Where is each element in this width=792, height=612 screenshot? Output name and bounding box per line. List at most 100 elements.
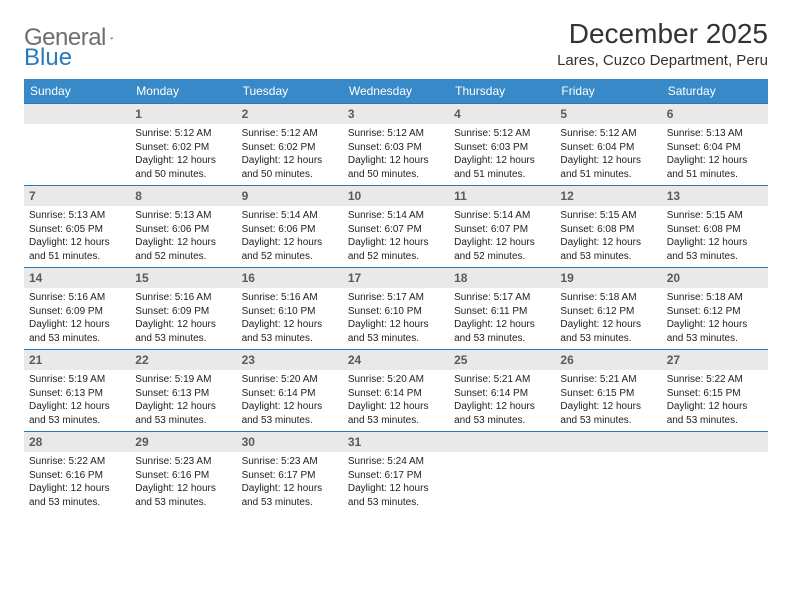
day-number: 22 — [130, 349, 236, 370]
day-number: 5 — [555, 103, 661, 124]
calendar-day-cell — [555, 431, 661, 513]
calendar-day-cell: 5Sunrise: 5:12 AMSunset: 6:04 PMDaylight… — [555, 103, 661, 185]
day-number: 27 — [662, 349, 768, 370]
day-detail: Sunrise: 5:21 AMSunset: 6:15 PMDaylight:… — [555, 370, 661, 431]
calendar-day-cell: 21Sunrise: 5:19 AMSunset: 6:13 PMDayligh… — [24, 349, 130, 431]
day-detail: Sunrise: 5:14 AMSunset: 6:06 PMDaylight:… — [237, 206, 343, 267]
day-number: 3 — [343, 103, 449, 124]
weekday-header: Tuesday — [237, 79, 343, 103]
day-detail: Sunrise: 5:16 AMSunset: 6:09 PMDaylight:… — [24, 288, 130, 349]
day-detail: Sunrise: 5:14 AMSunset: 6:07 PMDaylight:… — [343, 206, 449, 267]
header: General December 2025 Lares, Cuzco Depar… — [24, 18, 768, 69]
day-detail: Sunrise: 5:12 AMSunset: 6:02 PMDaylight:… — [237, 124, 343, 185]
day-number: 7 — [24, 185, 130, 206]
day-number: 15 — [130, 267, 236, 288]
calendar-body: 1Sunrise: 5:12 AMSunset: 6:02 PMDaylight… — [24, 103, 768, 513]
day-number: 10 — [343, 185, 449, 206]
calendar-day-cell: 4Sunrise: 5:12 AMSunset: 6:03 PMDaylight… — [449, 103, 555, 185]
header-right: December 2025 Lares, Cuzco Department, P… — [557, 18, 768, 69]
day-detail: Sunrise: 5:22 AMSunset: 6:16 PMDaylight:… — [24, 452, 130, 513]
day-detail: Sunrise: 5:16 AMSunset: 6:09 PMDaylight:… — [130, 288, 236, 349]
day-detail: Sunrise: 5:24 AMSunset: 6:17 PMDaylight:… — [343, 452, 449, 513]
weekday-row: SundayMondayTuesdayWednesdayThursdayFrid… — [24, 79, 768, 103]
day-detail: Sunrise: 5:15 AMSunset: 6:08 PMDaylight:… — [662, 206, 768, 267]
calendar-week-row: 7Sunrise: 5:13 AMSunset: 6:05 PMDaylight… — [24, 185, 768, 267]
day-detail: Sunrise: 5:20 AMSunset: 6:14 PMDaylight:… — [343, 370, 449, 431]
weekday-header: Sunday — [24, 79, 130, 103]
day-number: 30 — [237, 431, 343, 452]
weekday-header: Saturday — [662, 79, 768, 103]
calendar-table: SundayMondayTuesdayWednesdayThursdayFrid… — [24, 79, 768, 513]
calendar-day-cell: 13Sunrise: 5:15 AMSunset: 6:08 PMDayligh… — [662, 185, 768, 267]
day-number: 4 — [449, 103, 555, 124]
day-detail: Sunrise: 5:18 AMSunset: 6:12 PMDaylight:… — [662, 288, 768, 349]
calendar-day-cell: 15Sunrise: 5:16 AMSunset: 6:09 PMDayligh… — [130, 267, 236, 349]
calendar-page: General December 2025 Lares, Cuzco Depar… — [0, 0, 792, 531]
calendar-day-cell: 14Sunrise: 5:16 AMSunset: 6:09 PMDayligh… — [24, 267, 130, 349]
day-detail: Sunrise: 5:12 AMSunset: 6:03 PMDaylight:… — [343, 124, 449, 185]
day-number: 6 — [662, 103, 768, 124]
day-number — [662, 431, 768, 452]
logo-blue-text: Blue — [24, 44, 72, 72]
calendar-week-row: 28Sunrise: 5:22 AMSunset: 6:16 PMDayligh… — [24, 431, 768, 513]
calendar-day-cell: 20Sunrise: 5:18 AMSunset: 6:12 PMDayligh… — [662, 267, 768, 349]
day-detail: Sunrise: 5:15 AMSunset: 6:08 PMDaylight:… — [555, 206, 661, 267]
day-detail: Sunrise: 5:20 AMSunset: 6:14 PMDaylight:… — [237, 370, 343, 431]
day-number: 25 — [449, 349, 555, 370]
day-number — [449, 431, 555, 452]
calendar-head: SundayMondayTuesdayWednesdayThursdayFrid… — [24, 79, 768, 103]
calendar-day-cell: 22Sunrise: 5:19 AMSunset: 6:13 PMDayligh… — [130, 349, 236, 431]
day-detail: Sunrise: 5:14 AMSunset: 6:07 PMDaylight:… — [449, 206, 555, 267]
weekday-header: Wednesday — [343, 79, 449, 103]
day-detail: Sunrise: 5:21 AMSunset: 6:14 PMDaylight:… — [449, 370, 555, 431]
day-detail: Sunrise: 5:17 AMSunset: 6:11 PMDaylight:… — [449, 288, 555, 349]
calendar-day-cell — [24, 103, 130, 185]
day-number — [555, 431, 661, 452]
calendar-day-cell: 6Sunrise: 5:13 AMSunset: 6:04 PMDaylight… — [662, 103, 768, 185]
day-detail — [555, 452, 661, 459]
calendar-day-cell: 2Sunrise: 5:12 AMSunset: 6:02 PMDaylight… — [237, 103, 343, 185]
day-number: 19 — [555, 267, 661, 288]
day-detail: Sunrise: 5:22 AMSunset: 6:15 PMDaylight:… — [662, 370, 768, 431]
day-number: 17 — [343, 267, 449, 288]
calendar-day-cell: 25Sunrise: 5:21 AMSunset: 6:14 PMDayligh… — [449, 349, 555, 431]
location-text: Lares, Cuzco Department, Peru — [557, 52, 768, 69]
calendar-day-cell — [662, 431, 768, 513]
calendar-day-cell: 1Sunrise: 5:12 AMSunset: 6:02 PMDaylight… — [130, 103, 236, 185]
day-detail — [662, 452, 768, 459]
day-number: 28 — [24, 431, 130, 452]
day-detail: Sunrise: 5:16 AMSunset: 6:10 PMDaylight:… — [237, 288, 343, 349]
calendar-week-row: 21Sunrise: 5:19 AMSunset: 6:13 PMDayligh… — [24, 349, 768, 431]
calendar-day-cell: 29Sunrise: 5:23 AMSunset: 6:16 PMDayligh… — [130, 431, 236, 513]
day-number: 21 — [24, 349, 130, 370]
day-detail: Sunrise: 5:12 AMSunset: 6:03 PMDaylight:… — [449, 124, 555, 185]
day-number: 20 — [662, 267, 768, 288]
day-detail: Sunrise: 5:12 AMSunset: 6:04 PMDaylight:… — [555, 124, 661, 185]
calendar-day-cell: 31Sunrise: 5:24 AMSunset: 6:17 PMDayligh… — [343, 431, 449, 513]
day-number: 31 — [343, 431, 449, 452]
calendar-day-cell: 24Sunrise: 5:20 AMSunset: 6:14 PMDayligh… — [343, 349, 449, 431]
day-number: 13 — [662, 185, 768, 206]
calendar-day-cell: 19Sunrise: 5:18 AMSunset: 6:12 PMDayligh… — [555, 267, 661, 349]
day-detail: Sunrise: 5:13 AMSunset: 6:06 PMDaylight:… — [130, 206, 236, 267]
day-number: 23 — [237, 349, 343, 370]
calendar-day-cell: 8Sunrise: 5:13 AMSunset: 6:06 PMDaylight… — [130, 185, 236, 267]
day-number: 18 — [449, 267, 555, 288]
logo-triangle-icon — [110, 29, 114, 47]
calendar-day-cell: 18Sunrise: 5:17 AMSunset: 6:11 PMDayligh… — [449, 267, 555, 349]
calendar-day-cell: 9Sunrise: 5:14 AMSunset: 6:06 PMDaylight… — [237, 185, 343, 267]
day-number: 12 — [555, 185, 661, 206]
day-number — [24, 103, 130, 124]
day-detail: Sunrise: 5:18 AMSunset: 6:12 PMDaylight:… — [555, 288, 661, 349]
day-detail: Sunrise: 5:13 AMSunset: 6:04 PMDaylight:… — [662, 124, 768, 185]
day-detail: Sunrise: 5:17 AMSunset: 6:10 PMDaylight:… — [343, 288, 449, 349]
day-number: 29 — [130, 431, 236, 452]
weekday-header: Monday — [130, 79, 236, 103]
day-number: 9 — [237, 185, 343, 206]
day-detail: Sunrise: 5:19 AMSunset: 6:13 PMDaylight:… — [130, 370, 236, 431]
calendar-day-cell: 28Sunrise: 5:22 AMSunset: 6:16 PMDayligh… — [24, 431, 130, 513]
day-detail: Sunrise: 5:12 AMSunset: 6:02 PMDaylight:… — [130, 124, 236, 185]
day-number: 8 — [130, 185, 236, 206]
calendar-week-row: 14Sunrise: 5:16 AMSunset: 6:09 PMDayligh… — [24, 267, 768, 349]
weekday-header: Thursday — [449, 79, 555, 103]
